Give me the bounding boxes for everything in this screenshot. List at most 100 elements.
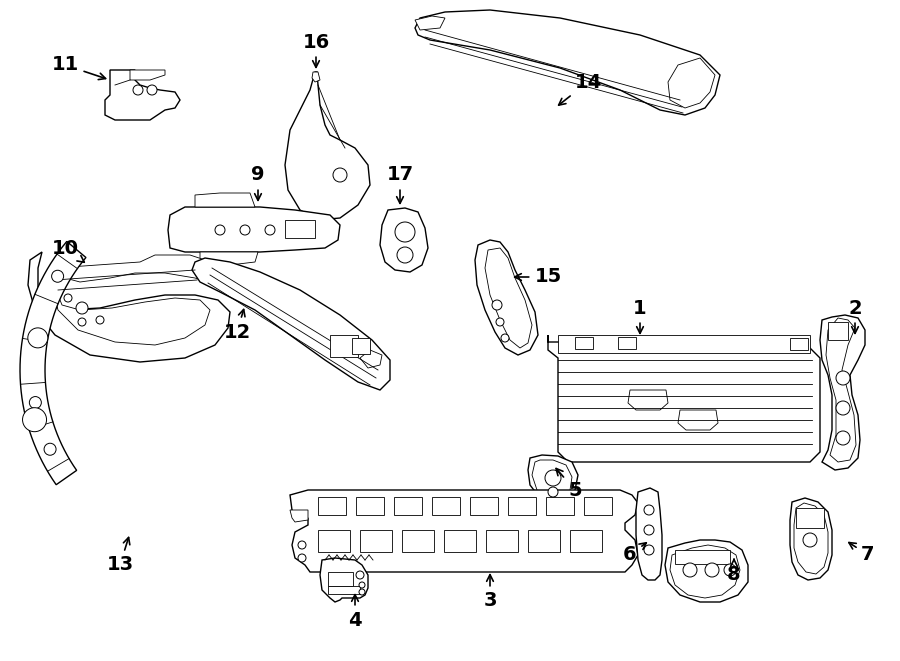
Polygon shape bbox=[415, 10, 720, 115]
Circle shape bbox=[836, 431, 850, 445]
Text: 13: 13 bbox=[106, 537, 133, 574]
Polygon shape bbox=[285, 72, 370, 220]
Bar bbox=[558, 335, 810, 353]
Bar bbox=[352, 338, 370, 354]
Circle shape bbox=[359, 589, 365, 595]
Bar bbox=[394, 497, 422, 515]
Bar bbox=[618, 337, 636, 349]
Polygon shape bbox=[678, 410, 718, 430]
Text: 3: 3 bbox=[483, 574, 497, 611]
Polygon shape bbox=[668, 58, 715, 108]
Circle shape bbox=[298, 554, 306, 562]
Circle shape bbox=[265, 225, 275, 235]
Circle shape bbox=[359, 582, 365, 588]
Polygon shape bbox=[628, 390, 668, 410]
Bar bbox=[675, 550, 730, 564]
Circle shape bbox=[545, 470, 561, 486]
Polygon shape bbox=[528, 455, 578, 505]
Bar bbox=[790, 338, 808, 350]
Text: 9: 9 bbox=[251, 165, 265, 200]
Circle shape bbox=[644, 505, 654, 515]
Circle shape bbox=[22, 408, 47, 432]
Polygon shape bbox=[794, 503, 828, 574]
Polygon shape bbox=[485, 248, 532, 348]
Bar bbox=[328, 586, 360, 594]
Circle shape bbox=[78, 318, 86, 326]
Bar bbox=[508, 497, 536, 515]
Circle shape bbox=[30, 397, 41, 408]
Circle shape bbox=[644, 525, 654, 535]
Circle shape bbox=[30, 331, 41, 344]
Bar bbox=[318, 497, 346, 515]
Circle shape bbox=[397, 247, 413, 263]
Circle shape bbox=[356, 571, 364, 579]
Circle shape bbox=[492, 300, 502, 310]
Circle shape bbox=[44, 444, 56, 455]
Circle shape bbox=[333, 168, 347, 182]
Bar bbox=[486, 530, 518, 552]
Polygon shape bbox=[168, 207, 340, 252]
Text: 6: 6 bbox=[623, 543, 646, 564]
Bar bbox=[575, 337, 593, 349]
Bar bbox=[528, 530, 560, 552]
Text: 11: 11 bbox=[51, 56, 105, 79]
Polygon shape bbox=[790, 498, 832, 580]
Polygon shape bbox=[105, 70, 180, 120]
Polygon shape bbox=[290, 510, 308, 522]
Text: 2: 2 bbox=[848, 299, 862, 333]
Circle shape bbox=[683, 563, 697, 577]
Text: 4: 4 bbox=[348, 595, 362, 629]
Polygon shape bbox=[55, 255, 228, 285]
Polygon shape bbox=[826, 318, 856, 462]
Circle shape bbox=[215, 225, 225, 235]
Bar bbox=[318, 530, 350, 552]
Bar bbox=[432, 497, 460, 515]
Circle shape bbox=[836, 371, 850, 385]
Circle shape bbox=[836, 401, 850, 415]
Circle shape bbox=[96, 316, 104, 324]
Text: 10: 10 bbox=[51, 239, 85, 262]
Circle shape bbox=[298, 541, 306, 549]
Polygon shape bbox=[532, 460, 572, 500]
Circle shape bbox=[496, 318, 504, 326]
Circle shape bbox=[240, 225, 250, 235]
Circle shape bbox=[64, 294, 72, 302]
Text: 17: 17 bbox=[386, 165, 414, 204]
Text: 7: 7 bbox=[849, 543, 875, 564]
Bar bbox=[570, 530, 602, 552]
Text: 8: 8 bbox=[727, 559, 741, 584]
Polygon shape bbox=[548, 335, 820, 462]
Polygon shape bbox=[636, 488, 662, 580]
Circle shape bbox=[548, 487, 558, 497]
Polygon shape bbox=[290, 490, 638, 572]
Circle shape bbox=[28, 328, 48, 348]
Bar bbox=[796, 508, 824, 528]
Text: 15: 15 bbox=[515, 268, 562, 286]
Polygon shape bbox=[312, 72, 320, 82]
Bar bbox=[402, 530, 434, 552]
Circle shape bbox=[803, 533, 817, 547]
Circle shape bbox=[51, 270, 64, 282]
Bar bbox=[828, 322, 848, 340]
Text: 5: 5 bbox=[556, 469, 581, 500]
Circle shape bbox=[147, 85, 157, 95]
Polygon shape bbox=[192, 258, 390, 390]
Polygon shape bbox=[670, 545, 740, 598]
Polygon shape bbox=[320, 558, 368, 602]
Bar bbox=[285, 220, 315, 238]
Polygon shape bbox=[360, 350, 382, 368]
Polygon shape bbox=[20, 241, 86, 485]
Bar bbox=[328, 572, 353, 586]
Circle shape bbox=[133, 85, 143, 95]
Circle shape bbox=[76, 302, 88, 314]
Text: 16: 16 bbox=[302, 32, 329, 67]
Circle shape bbox=[724, 564, 736, 576]
Polygon shape bbox=[200, 252, 258, 265]
Polygon shape bbox=[820, 315, 865, 470]
Polygon shape bbox=[52, 268, 210, 345]
Polygon shape bbox=[195, 193, 255, 207]
Bar bbox=[444, 530, 476, 552]
Circle shape bbox=[705, 563, 719, 577]
Bar bbox=[584, 497, 612, 515]
Bar bbox=[470, 497, 498, 515]
